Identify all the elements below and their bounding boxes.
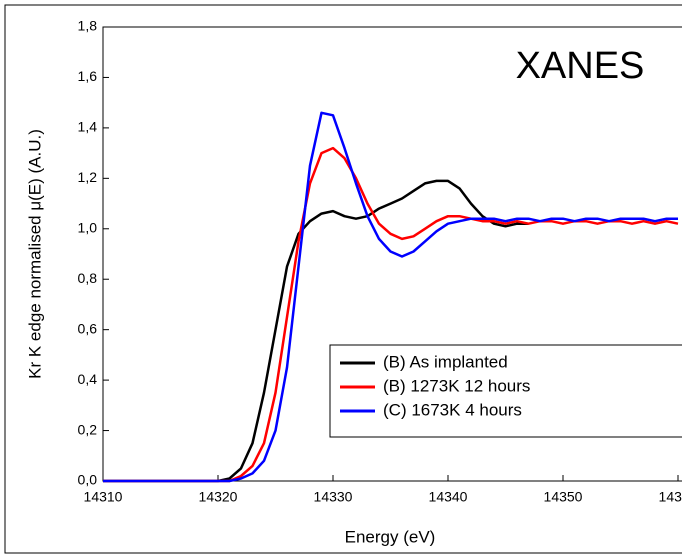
plot-frame [102,26,682,482]
frame [4,4,682,554]
legend-box [329,344,682,438]
legend-label: (B) As implanted [383,352,508,371]
x-tick-label: 14320 [199,489,238,505]
y-tick-label: 0,4 [78,371,98,387]
y-tick-label: 1,2 [78,169,98,185]
y-tick-label: 1,8 [78,18,98,34]
x-tick-label: 14350 [544,489,583,505]
x-tick-label: 14310 [84,489,123,505]
annotation: XANES [516,45,645,87]
y-tick-label: 0,2 [78,421,98,437]
x-tick-label: 14360 [659,489,682,505]
y-tick-label: 0,6 [78,320,98,336]
x-tick-label: 14340 [429,489,468,505]
y-axis-title: Kr K edge normalised μ(E) (A.U.) [25,129,44,379]
y-tick-label: 0,8 [78,270,98,286]
y-tick-label: 1,6 [78,68,98,84]
y-tick-label: 1,4 [78,119,98,135]
legend-label: (C) 1673K 4 hours [383,400,522,419]
x-tick-label: 14330 [314,489,353,505]
x-axis-title: Energy (eV) [345,527,436,546]
legend-label: (B) 1273K 12 hours [383,376,530,395]
y-tick-label: 0,0 [78,472,98,488]
y-tick-label: 1,0 [78,219,98,235]
series-line [103,111,678,483]
